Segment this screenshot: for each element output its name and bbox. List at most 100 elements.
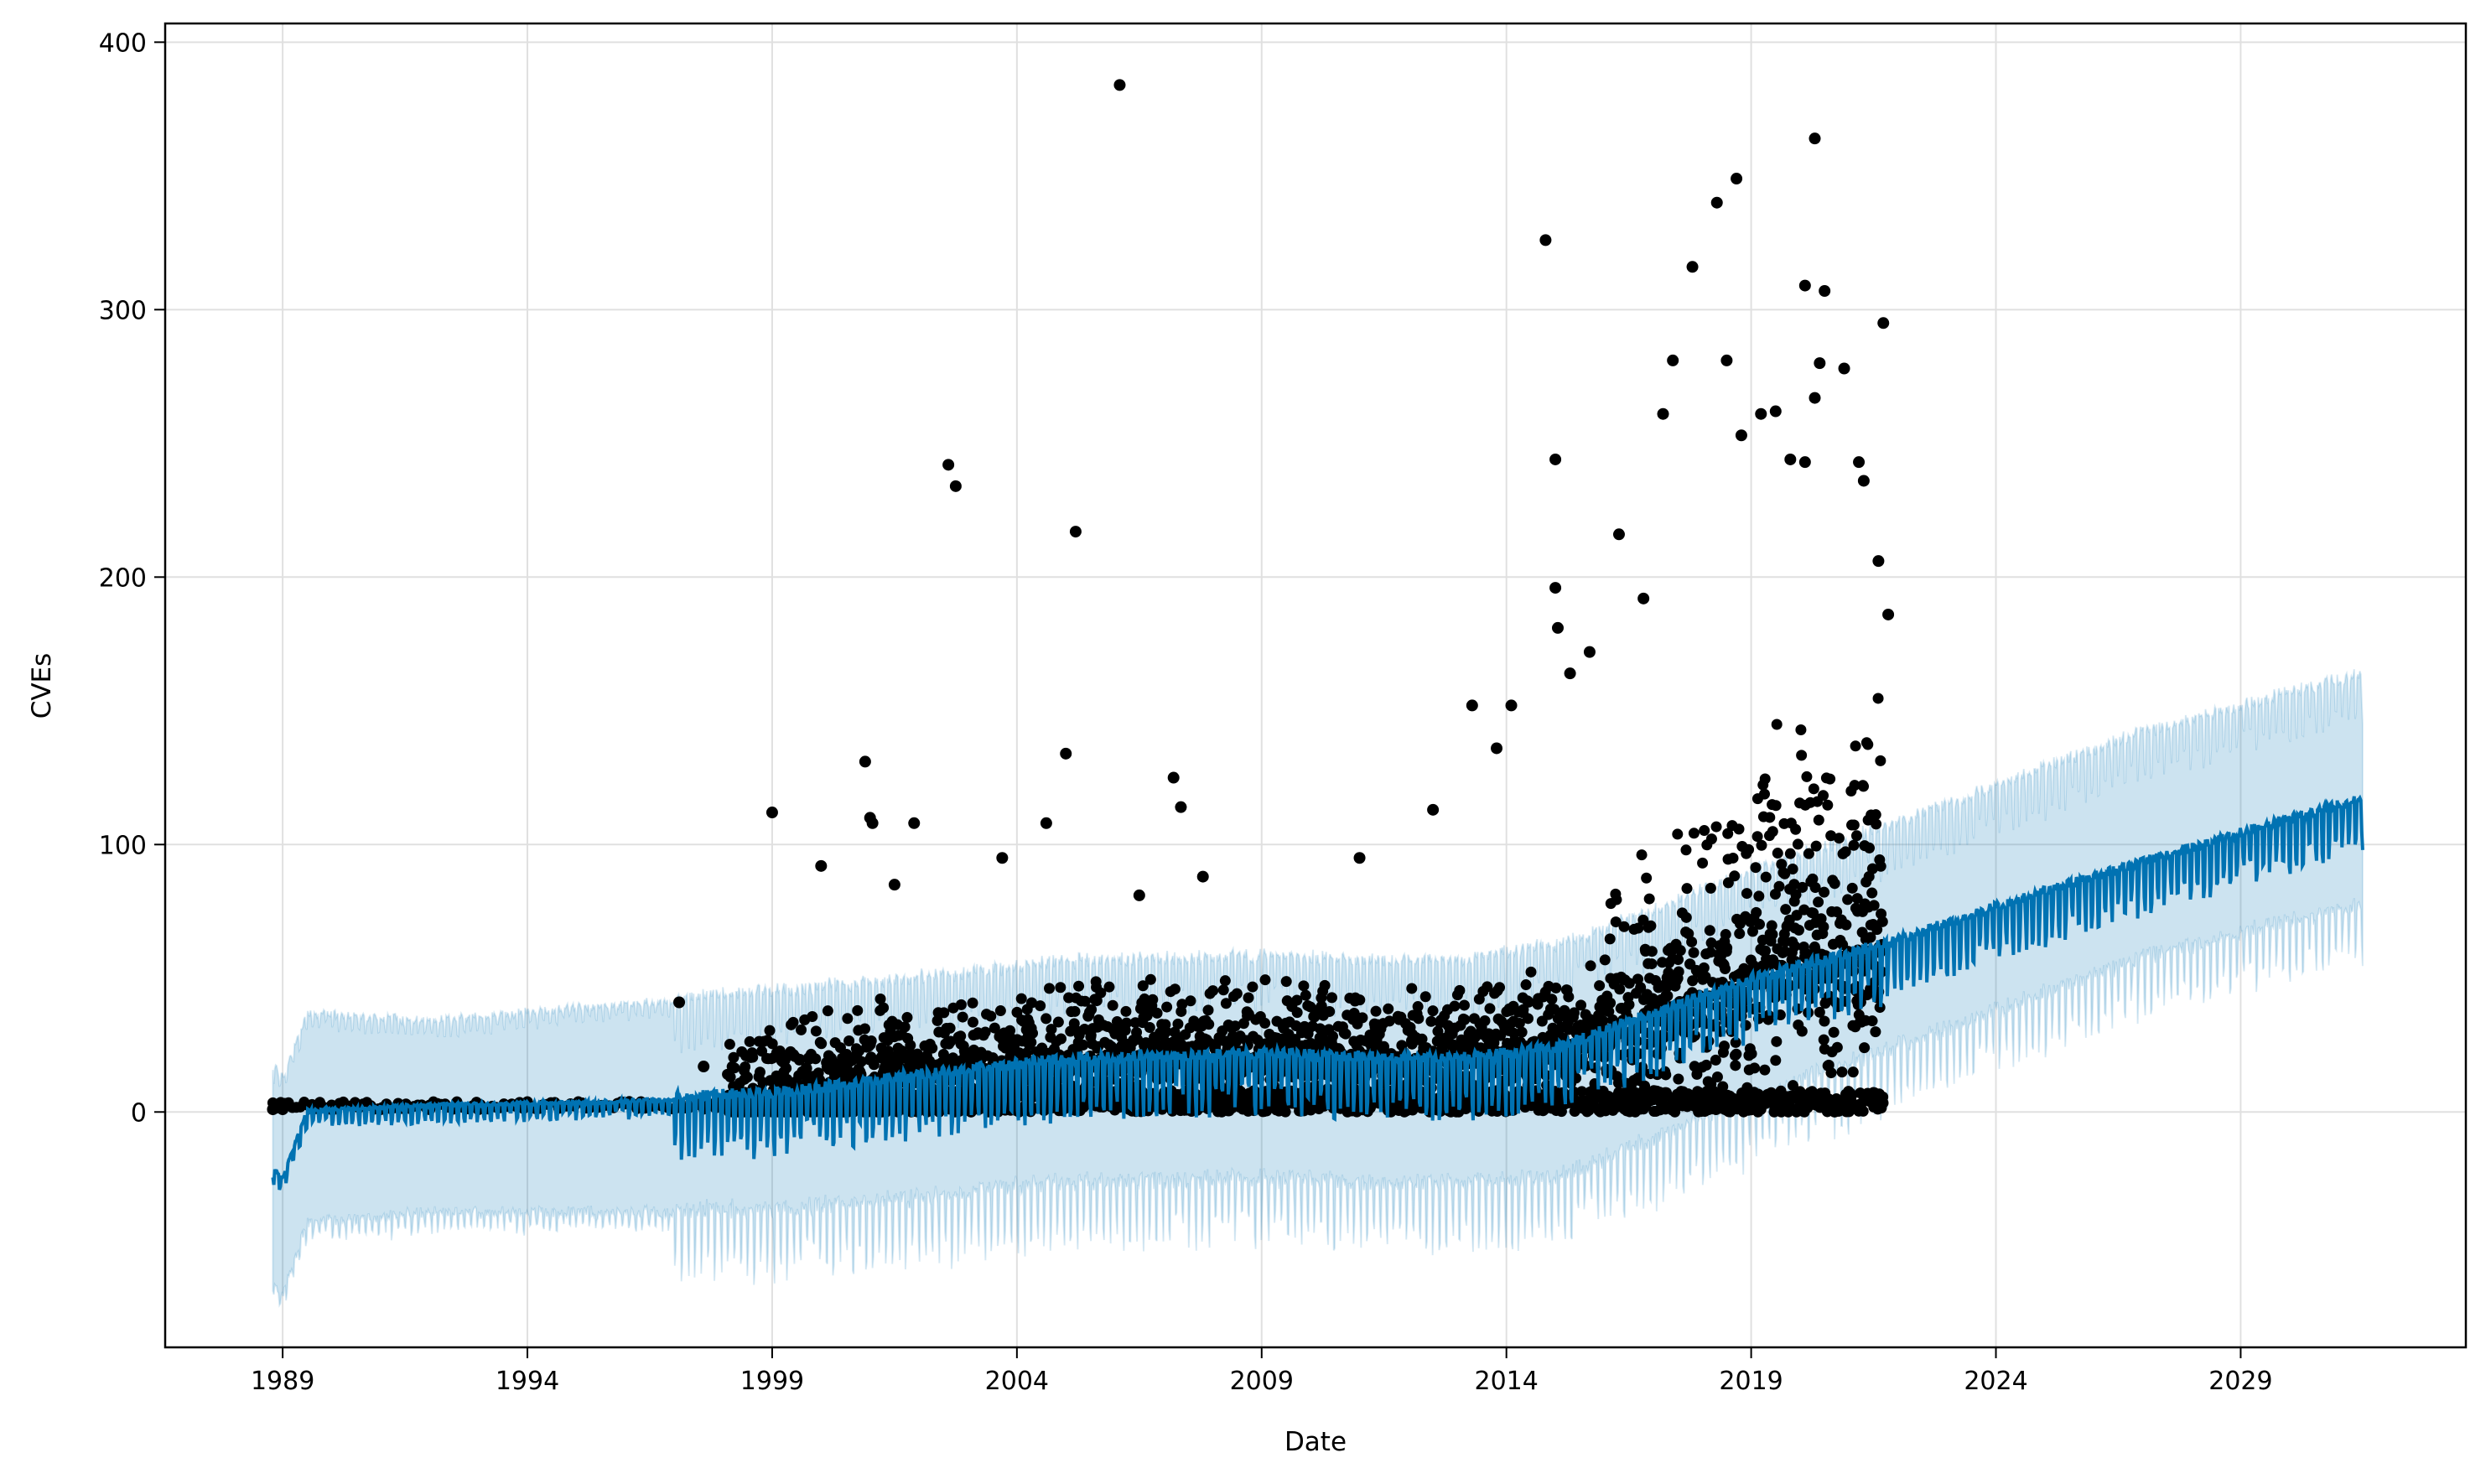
observed-point <box>1741 888 1752 900</box>
observed-point <box>1056 1033 1067 1045</box>
observed-point <box>740 1061 751 1072</box>
observed-point <box>781 1076 793 1087</box>
observed-point <box>747 1051 759 1063</box>
grid-lines <box>165 23 2466 1347</box>
observed-point <box>1412 1001 1424 1013</box>
observed-point <box>1866 1015 1878 1027</box>
observed-point <box>1688 828 1700 839</box>
observed-point <box>1818 790 1829 802</box>
observed-point <box>1354 994 1366 1006</box>
observed-point <box>1202 1004 1214 1016</box>
observed-point <box>1787 864 1798 875</box>
observed-point <box>1324 1005 1336 1017</box>
observed-point <box>1731 173 1743 185</box>
observed-point <box>1798 456 1811 469</box>
observed-point <box>765 807 778 819</box>
observed-point <box>1522 1013 1534 1025</box>
observed-point <box>1819 886 1830 898</box>
observed-point <box>1772 848 1783 859</box>
observed-point <box>673 996 686 1009</box>
x-axis-label: Date <box>1284 1427 1347 1457</box>
observed-point <box>1808 783 1819 795</box>
observed-point <box>1767 826 1778 838</box>
observed-point <box>764 1025 776 1036</box>
observed-point <box>1825 1067 1837 1079</box>
observed-point <box>1539 234 1552 246</box>
observed-point <box>1750 862 1762 874</box>
observed-point <box>1767 928 1778 940</box>
observed-point <box>1406 983 1418 994</box>
observed-point <box>1139 993 1150 1004</box>
observed-point <box>1564 667 1576 680</box>
observed-point <box>1755 407 1767 420</box>
observed-point <box>1280 976 1292 988</box>
observed-point <box>1809 132 1821 145</box>
observed-point <box>1259 1017 1271 1029</box>
observed-point <box>945 1035 957 1047</box>
x-tick-label: 1994 <box>496 1367 559 1396</box>
observed-point <box>1792 838 1803 850</box>
observed-point <box>787 1016 799 1028</box>
observed-point <box>1449 1000 1461 1012</box>
observed-point <box>1525 966 1537 978</box>
observed-point <box>1041 1013 1052 1025</box>
observed-point <box>1505 699 1518 712</box>
observed-point <box>1822 799 1834 811</box>
y-tick-label: 100 <box>99 831 147 860</box>
observed-point <box>994 1005 1006 1017</box>
observed-point <box>1681 883 1693 895</box>
observed-point <box>1491 742 1503 755</box>
observed-point <box>1699 825 1710 837</box>
observed-point <box>1147 994 1159 1005</box>
observed-point <box>1151 1007 1163 1019</box>
observed-point <box>1167 771 1180 784</box>
observed-point <box>1646 946 1658 957</box>
x-tick-label: 2019 <box>1719 1367 1783 1396</box>
observed-point <box>1697 857 1709 869</box>
observed-point <box>1721 942 1733 954</box>
observed-point <box>942 459 955 471</box>
observed-point <box>1813 814 1824 826</box>
observed-point <box>766 1038 778 1050</box>
observed-point <box>932 1014 943 1026</box>
observed-point <box>1704 925 1715 937</box>
observed-point <box>1667 354 1679 366</box>
observed-point <box>985 1010 997 1022</box>
observed-point <box>1217 984 1229 996</box>
observed-point <box>1247 981 1258 993</box>
observed-point <box>859 755 871 768</box>
observed-point <box>1657 407 1669 420</box>
observed-point <box>937 1048 949 1060</box>
observed-point <box>1025 997 1037 1009</box>
observed-point <box>955 1030 967 1042</box>
observed-point <box>852 1004 864 1016</box>
uncertainty-interval <box>272 668 2364 1308</box>
observed-point <box>1848 819 1860 831</box>
observed-point <box>899 1021 911 1033</box>
observed-point <box>1120 1005 1132 1017</box>
observed-point <box>744 1035 755 1047</box>
observed-point <box>1773 880 1785 892</box>
observed-point <box>1055 982 1066 994</box>
observed-point <box>1846 882 1858 894</box>
observed-point <box>1731 1048 1742 1060</box>
observed-point <box>1086 1004 1098 1015</box>
observed-point <box>1814 357 1826 370</box>
observed-point <box>1784 848 1796 859</box>
observed-point <box>1836 1066 1848 1078</box>
observed-point <box>1859 1042 1871 1054</box>
observed-point <box>1864 842 1876 854</box>
observed-point <box>1858 781 1870 792</box>
x-axis-ticks: 1989 1994 1999 2004 2009 2014 2019 2024 2029 <box>251 1347 2273 1396</box>
observed-point <box>1196 870 1209 883</box>
observed-point <box>955 999 967 1010</box>
observed-point <box>1594 980 1606 992</box>
observed-point <box>1454 984 1466 996</box>
observed-point <box>1798 279 1811 292</box>
observed-point <box>1353 852 1366 864</box>
observed-point <box>1563 991 1575 1003</box>
observed-point <box>1160 1026 1172 1038</box>
observed-point <box>1643 893 1655 905</box>
observed-point <box>1753 890 1765 902</box>
